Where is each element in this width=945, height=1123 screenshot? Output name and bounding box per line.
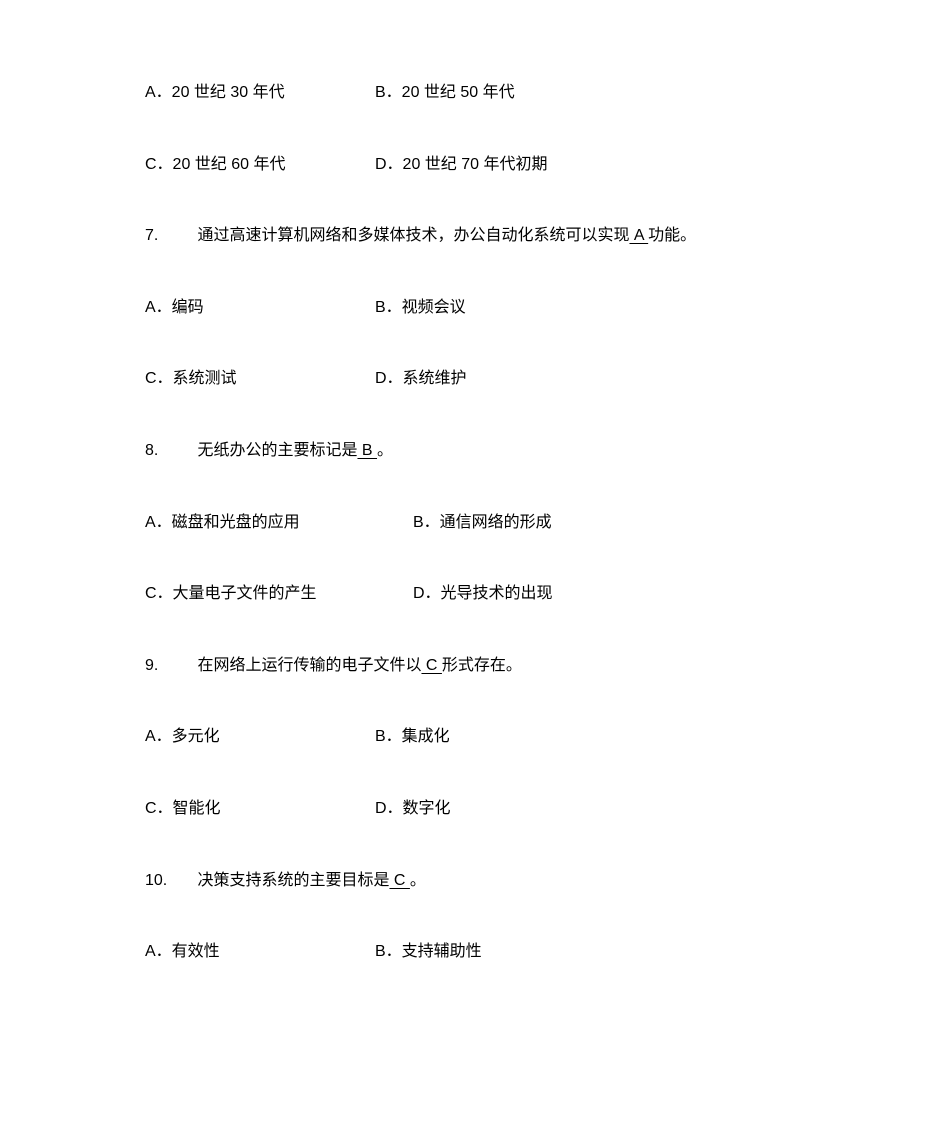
question-text-after: 功能。: [648, 227, 696, 244]
question-8: 8. 无纸办公的主要标记是 B 。: [145, 438, 800, 464]
question-answer: C: [421, 657, 441, 674]
option-d: D．20 世纪 70 年代初期: [375, 152, 800, 178]
option-c: C．大量电子文件的产生: [145, 581, 413, 607]
q7-options-row1: A．编码 B．视频会议: [145, 295, 800, 321]
option-a: A．多元化: [145, 724, 375, 750]
option-d: D．光导技术的出现: [413, 581, 800, 607]
option-b: B．20 世纪 50 年代: [375, 80, 800, 106]
q6-options-row2: C．20 世纪 60 年代 D．20 世纪 70 年代初期: [145, 152, 800, 178]
question-7: 7. 通过高速计算机网络和多媒体技术，办公自动化系统可以实现 A 功能。: [145, 223, 800, 249]
option-b: B．集成化: [375, 724, 800, 750]
question-answer: A: [629, 227, 648, 244]
question-text-before: 通过高速计算机网络和多媒体技术，办公自动化系统可以实现: [197, 227, 629, 244]
question-number: 10.: [145, 868, 193, 894]
question-text-after: 。: [410, 872, 426, 889]
question-text-before: 在网络上运行传输的电子文件以: [197, 657, 421, 674]
question-answer: C: [389, 872, 409, 889]
option-c: C．20 世纪 60 年代: [145, 152, 375, 178]
option-d: D．系统维护: [375, 366, 800, 392]
option-a: A．20 世纪 30 年代: [145, 80, 375, 106]
q10-options-row1: A．有效性 B．支持辅助性: [145, 939, 800, 965]
q9-options-row1: A．多元化 B．集成化: [145, 724, 800, 750]
question-number: 8.: [145, 438, 193, 464]
q9-options-row2: C．智能化 D．数字化: [145, 796, 800, 822]
option-b: B．支持辅助性: [375, 939, 800, 965]
question-answer: B: [357, 442, 377, 459]
option-c: C．智能化: [145, 796, 375, 822]
question-text-before: 无纸办公的主要标记是: [197, 442, 357, 459]
question-number: 9.: [145, 653, 193, 679]
q8-options-row2: C．大量电子文件的产生 D．光导技术的出现: [145, 581, 800, 607]
option-d: D．数字化: [375, 796, 800, 822]
question-9: 9. 在网络上运行传输的电子文件以 C 形式存在。: [145, 653, 800, 679]
option-a: A．磁盘和光盘的应用: [145, 510, 413, 536]
option-a: A．有效性: [145, 939, 375, 965]
question-text-after: 。: [377, 442, 393, 459]
q8-options-row1: A．磁盘和光盘的应用 B．通信网络的形成: [145, 510, 800, 536]
q6-options-row1: A．20 世纪 30 年代 B．20 世纪 50 年代: [145, 80, 800, 106]
question-number: 7.: [145, 223, 193, 249]
question-text-before: 决策支持系统的主要目标是: [197, 872, 389, 889]
option-b: B．通信网络的形成: [413, 510, 800, 536]
question-text-after: 形式存在。: [442, 657, 522, 674]
option-a: A．编码: [145, 295, 375, 321]
question-10: 10. 决策支持系统的主要目标是 C 。: [145, 868, 800, 894]
option-b: B．视频会议: [375, 295, 800, 321]
q7-options-row2: C．系统测试 D．系统维护: [145, 366, 800, 392]
option-c: C．系统测试: [145, 366, 375, 392]
